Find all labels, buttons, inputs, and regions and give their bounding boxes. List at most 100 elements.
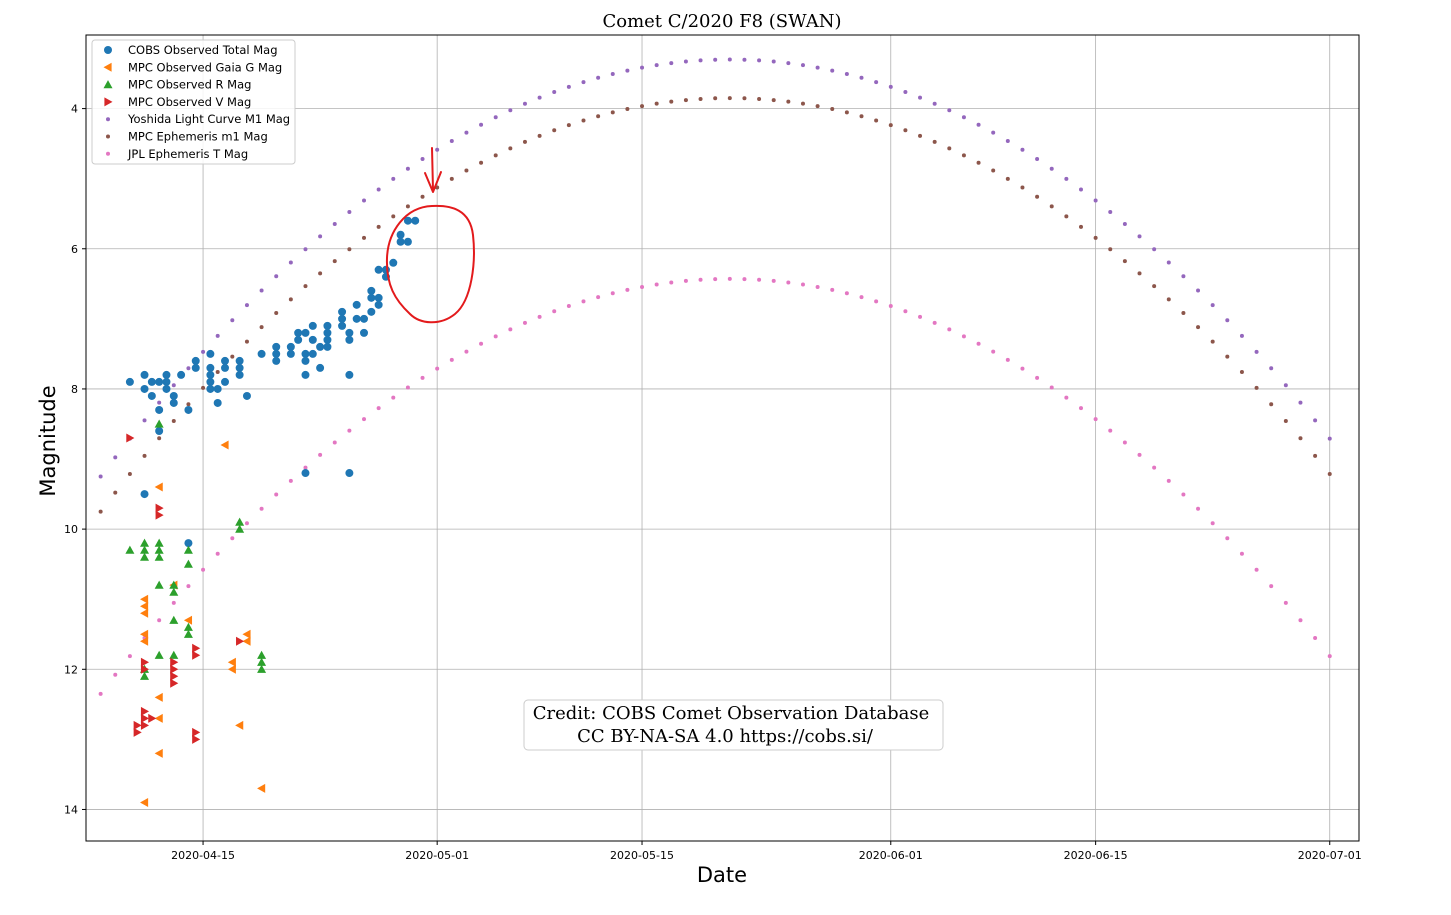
mpc-ephemeris-m1-mag-point xyxy=(932,139,937,144)
mpc-observed-v-mag-point xyxy=(236,636,245,646)
mpc-ephemeris-m1-mag-point xyxy=(1225,354,1230,359)
y-tick-label: 8 xyxy=(71,383,78,396)
yoshida-light-curve-m1-mag-point xyxy=(1254,349,1259,354)
mpc-ephemeris-m1-mag-point xyxy=(669,99,674,104)
jpl-ephemeris-t-mag-point xyxy=(815,284,820,289)
jpl-ephemeris-t-mag-point xyxy=(464,349,469,354)
mpc-observed-v-mag-point xyxy=(155,503,164,513)
yoshida-light-curve-m1-mag-point xyxy=(771,59,776,64)
chart-title: Comet C/2020 F8 (SWAN) xyxy=(602,11,841,32)
mpc-observed-r-mag-point xyxy=(154,552,164,561)
mpc-ephemeris-m1-mag-point xyxy=(1064,214,1069,219)
cobs-observed-total-mag-point xyxy=(338,314,347,323)
mpc-ephemeris-m1-mag-point xyxy=(947,146,952,151)
cobs-observed-total-mag-point xyxy=(374,293,383,302)
mpc-ephemeris-m1-mag-point xyxy=(1283,419,1288,424)
mpc-observed-gaia-g-mag-point xyxy=(235,720,244,730)
cobs-observed-total-mag-point xyxy=(272,342,281,351)
cobs-observed-total-mag-point xyxy=(213,398,222,407)
cobs-observed-total-mag-point xyxy=(147,391,156,400)
cobs-observed-total-mag-point xyxy=(345,370,354,379)
mpc-ephemeris-m1-mag-point xyxy=(596,114,601,119)
credit-box xyxy=(523,699,944,751)
cobs-observed-total-mag-point xyxy=(403,216,412,225)
jpl-ephemeris-t-mag-point xyxy=(566,304,571,309)
jpl-ephemeris-t-mag-point xyxy=(1225,536,1230,541)
cobs-observed-total-mag-point xyxy=(301,356,310,365)
jpl-ephemeris-t-mag-point xyxy=(98,691,103,696)
cobs-observed-total-mag-point xyxy=(206,349,215,358)
yoshida-light-curve-m1-mag-point xyxy=(640,65,645,70)
yoshida-light-curve-m1-mag-point xyxy=(888,84,893,89)
y-tick-label: 14 xyxy=(64,803,78,816)
yoshida-light-curve-m1-mag-point xyxy=(932,101,937,106)
mpc-ephemeris-m1-mag-point xyxy=(566,123,571,128)
jpl-ephemeris-t-mag-point xyxy=(1137,452,1142,457)
jpl-ephemeris-t-mag-point xyxy=(1078,406,1083,411)
mpc-observed-gaia-g-mag-point xyxy=(227,657,236,667)
mpc-observed-gaia-g-mag-point xyxy=(257,783,266,793)
jpl-ephemeris-t-mag-point xyxy=(1181,492,1186,497)
mpc-ephemeris-m1-mag-point xyxy=(113,490,118,495)
mpc-ephemeris-m1-mag-point xyxy=(479,160,484,165)
mpc-observed-r-mag-point xyxy=(235,524,245,533)
mpc-observed-r-mag-point xyxy=(154,538,164,547)
mpc-ephemeris-m1-mag-point xyxy=(347,247,352,252)
cobs-observed-total-mag-point xyxy=(162,370,171,379)
cobs-observed-total-mag-point xyxy=(323,342,332,351)
mpc-ephemeris-m1-mag-point xyxy=(376,224,381,229)
mpc-ephemeris-m1-mag-point xyxy=(581,118,586,123)
credit-line-1: Credit: COBS Comet Observation Database xyxy=(533,703,930,724)
yoshida-light-curve-m1-mag-point xyxy=(1049,166,1054,171)
mpc-ephemeris-m1-mag-point xyxy=(844,110,849,115)
jpl-ephemeris-t-mag-point xyxy=(1166,478,1171,483)
yoshida-light-curve-m1-mag-point xyxy=(303,247,308,252)
mpc-observed-r-mag-point xyxy=(169,650,179,659)
yoshida-light-curve-m1-mag-point xyxy=(493,115,498,120)
y-tick-label: 10 xyxy=(64,523,78,536)
mpc-observed-v-mag-point xyxy=(192,727,201,737)
jpl-ephemeris-t-mag-point xyxy=(713,277,718,282)
jpl-ephemeris-t-mag-point xyxy=(127,654,132,659)
mpc-observed-gaia-g-mag-point xyxy=(140,636,149,646)
yoshida-light-curve-m1-mag-point xyxy=(522,101,527,106)
yoshida-light-curve-m1-mag-point xyxy=(713,57,718,62)
jpl-ephemeris-t-mag-point xyxy=(1254,567,1259,572)
mpc-ephemeris-m1-mag-point xyxy=(303,284,308,289)
yoshida-light-curve-m1-mag-point xyxy=(508,108,513,113)
mpc-ephemeris-m1-mag-point xyxy=(683,98,688,103)
mpc-observed-v-mag-point xyxy=(140,720,150,730)
cobs-observed-total-mag-point xyxy=(206,370,215,379)
cobs-observed-total-mag-point xyxy=(323,335,332,344)
yoshida-light-curve-m1-mag-point xyxy=(318,234,323,239)
cobs-observed-total-mag-point xyxy=(367,286,376,295)
cobs-observed-total-mag-point xyxy=(206,384,215,393)
cobs-observed-total-mag-point xyxy=(162,377,171,386)
mpc-ephemeris-m1-mag-point xyxy=(362,235,367,240)
yoshida-light-curve-m1-mag-point xyxy=(903,90,908,95)
cobs-observed-total-mag-point xyxy=(360,328,369,337)
yoshida-light-curve-m1-mag-point xyxy=(918,95,923,100)
jpl-ephemeris-t-mag-point xyxy=(1152,465,1157,470)
jpl-ephemeris-t-mag-point xyxy=(610,291,615,296)
mpc-observed-r-mag-point xyxy=(183,622,193,631)
jpl-ephemeris-t-mag-point xyxy=(332,440,337,445)
yoshida-light-curve-m1-mag-point xyxy=(1064,176,1069,181)
cobs-observed-total-mag-point xyxy=(272,356,281,365)
yoshida-light-curve-m1-mag-point xyxy=(947,108,952,113)
legend: COBS Observed Total Mag MPC Observed Gaia… xyxy=(91,39,296,165)
mpc-observed-v-mag-point xyxy=(140,657,150,667)
mpc-observed-r-mag-point xyxy=(125,545,135,554)
mpc-ephemeris-m1-mag-point xyxy=(1093,235,1098,240)
mpc-observed-v-mag-point xyxy=(192,650,201,660)
cobs-observed-total-mag-point xyxy=(140,384,149,393)
y-tick-label: 12 xyxy=(64,663,78,676)
jpl-ephemeris-t-mag-point xyxy=(508,327,513,332)
yoshida-light-curve-m1-mag-point xyxy=(757,58,762,63)
cobs-observed-total-mag-point xyxy=(184,539,193,548)
cobs-observed-total-mag-point xyxy=(169,398,178,407)
mpc-ephemeris-m1-mag-point xyxy=(259,325,264,330)
mpc-observed-v-mag-point xyxy=(170,671,179,681)
mpc-ephemeris-m1-mag-point xyxy=(1020,185,1025,190)
cobs-observed-total-mag-point xyxy=(396,230,405,239)
